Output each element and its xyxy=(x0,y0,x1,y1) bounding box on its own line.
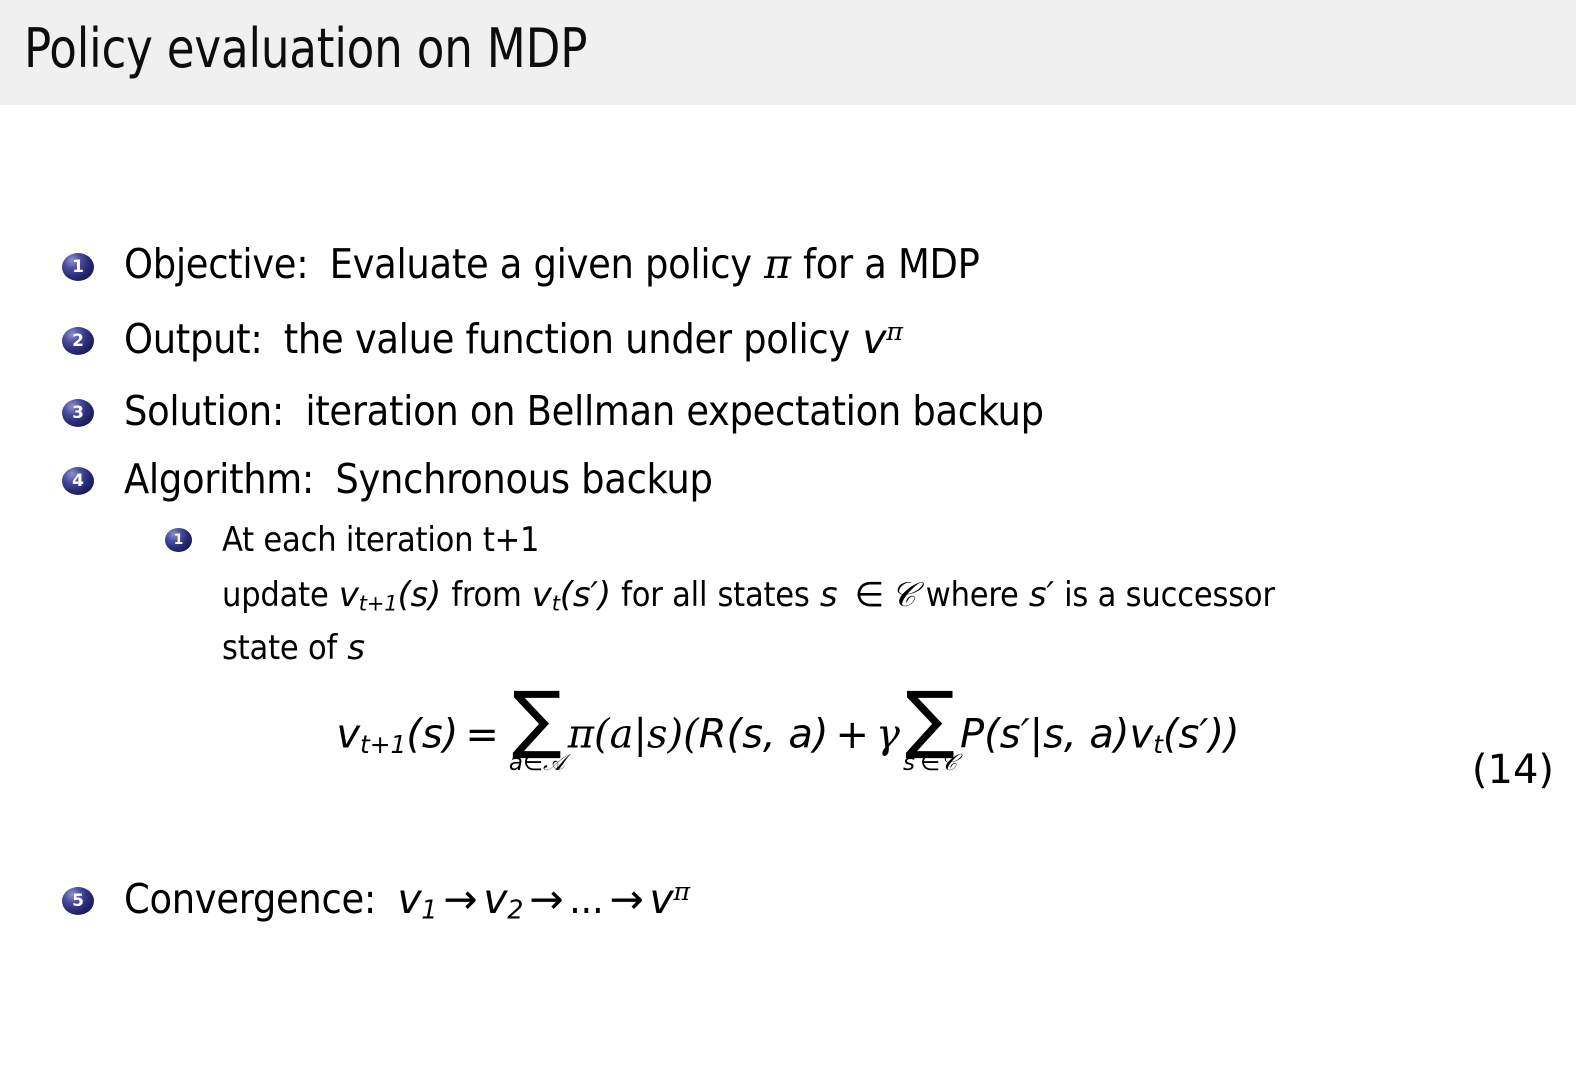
v-t-arg: (s′) xyxy=(559,575,611,615)
list-marker-1: 1 xyxy=(62,253,94,281)
list-marker-3: 3 xyxy=(62,399,94,427)
slide-title-bar: Policy evaluation on MDP xyxy=(0,0,1576,105)
summation-limit-actions: a∈𝒜 xyxy=(508,750,565,777)
equation-lhs-variable: v xyxy=(336,711,360,758)
superscript-pi: π xyxy=(886,315,903,346)
item-label-algorithm: Algorithm: xyxy=(124,455,315,503)
list-marker-2: 2 xyxy=(62,327,94,355)
word-where: where xyxy=(925,575,1019,615)
item-label-output: Output: xyxy=(124,315,263,363)
list-marker-4: 4 xyxy=(62,467,94,495)
value-term-argument: (s′)) xyxy=(1162,711,1240,758)
list-marker-5: 5 xyxy=(62,887,94,915)
gamma-symbol: γ xyxy=(876,711,900,758)
item-label-convergence: Convergence: xyxy=(124,875,376,923)
list-item: Algorithm: Synchronous backup xyxy=(124,455,713,503)
arrow-icon: → xyxy=(529,875,564,923)
summation-over-states: ∑ s′∈𝒞 xyxy=(902,676,957,777)
value-term-subscript: t xyxy=(1153,730,1163,760)
item-text-algorithm: Synchronous backup xyxy=(335,455,713,503)
v-t-symbol: v xyxy=(531,575,552,615)
word-for-all: for all xyxy=(621,575,708,615)
equation-lhs-subscript: t+1 xyxy=(359,730,407,760)
equation-lhs-argument: (s) xyxy=(406,711,459,758)
arrow-icon: → xyxy=(609,875,644,923)
item-text-objective-tail: for a MDP xyxy=(803,240,980,288)
v-t-subscript: t xyxy=(551,590,560,616)
v1-subscript: 1 xyxy=(421,894,438,925)
successor-state-variable: s′ xyxy=(1028,575,1054,615)
v-next-arg: (s) xyxy=(397,575,442,615)
item-text-solution: iteration on Bellman expectation backup xyxy=(305,387,1044,435)
sublist-item-line3: state of s xyxy=(222,628,365,668)
list-item: Convergence: v1 → v2 →... → vπ xyxy=(124,875,690,925)
state-variable: s xyxy=(347,628,365,668)
value-function-symbol: v xyxy=(862,315,887,363)
word-states: states xyxy=(717,575,810,615)
display-equation: vt+1(s) = ∑ a∈𝒜 π(a|s)(R(s, a) + γ ∑ s′∈𝒞 P(s′|s,… xyxy=(0,676,1576,778)
slide-content: 1 Objective: Evaluate a given policy π for … xyxy=(0,105,1576,1080)
transition-term: P(s′|s, a) xyxy=(960,711,1130,758)
ellipsis: ... xyxy=(569,875,604,923)
reward-term: R(s, a) xyxy=(698,711,829,758)
summation-limit-states: s′∈𝒞 xyxy=(902,750,957,777)
element-of-symbol: ∈ xyxy=(854,575,885,615)
summation-over-actions: ∑ a∈𝒜 xyxy=(508,676,565,777)
state-variable: s xyxy=(819,575,838,615)
item-label-objective: Objective: xyxy=(124,240,309,288)
v2-symbol: v xyxy=(483,875,508,923)
value-term-variable: v xyxy=(1129,711,1154,758)
equation-number: (14) xyxy=(1471,747,1554,793)
sublist-item-line1: At each iteration t+1 xyxy=(222,520,540,560)
word-state-of: state of xyxy=(222,628,338,668)
word-is-a-successor: is a successor xyxy=(1064,575,1275,615)
v-next-subscript: t+1 xyxy=(358,590,398,616)
sigma-icon: ∑ xyxy=(905,676,955,762)
v1-symbol: v xyxy=(397,875,422,923)
policy-term: π(a|s)( xyxy=(567,711,699,758)
sublist-marker-1: 1 xyxy=(165,528,192,552)
sigma-icon: ∑ xyxy=(511,676,562,762)
list-item: Solution: iteration on Bellman expectatio… xyxy=(124,387,1044,435)
equals-sign: = xyxy=(465,711,499,758)
v-pi-symbol: v xyxy=(649,875,674,923)
list-item: Objective: Evaluate a given policy π for a … xyxy=(124,240,980,288)
item-label-solution: Solution: xyxy=(124,387,284,435)
page-title: Policy evaluation on MDP xyxy=(24,17,588,80)
pi-symbol: π xyxy=(764,240,791,288)
item-text-output: the value function under policy xyxy=(283,315,850,363)
plus-sign: + xyxy=(835,711,870,758)
v-next-symbol: v xyxy=(338,575,359,615)
item-text-objective: Evaluate a given policy xyxy=(329,240,752,288)
v2-subscript: 2 xyxy=(507,894,524,925)
list-item: Output: the value function under policy vπ xyxy=(124,315,903,363)
arrow-icon: → xyxy=(443,875,478,923)
word-update: update xyxy=(222,575,329,615)
v-pi-superscript: π xyxy=(673,875,690,906)
word-from: from xyxy=(451,575,522,615)
state-set-symbol: 𝒞 xyxy=(890,575,916,615)
